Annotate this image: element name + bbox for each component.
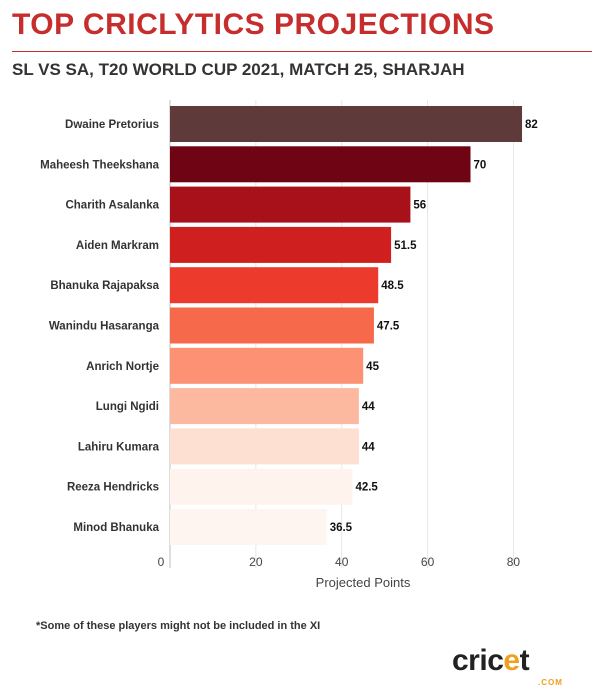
bar-0	[170, 106, 523, 142]
bar-8	[170, 428, 359, 465]
value-label-2: 56	[413, 200, 426, 212]
x-tick-label-20: 20	[249, 555, 263, 569]
chart-title: TOP CRICLYTICS PROJECTIONS	[12, 8, 495, 41]
category-label-4: Bhanuka Rajapaksa	[50, 280, 159, 292]
bar-3	[170, 226, 392, 263]
title-divider	[12, 51, 592, 52]
chart-subtitle: SL VS SA, T20 WORLD CUP 2021, MATCH 25, …	[12, 60, 465, 79]
bar-4	[170, 267, 379, 304]
category-label-9: Reeza Hendricks	[67, 482, 159, 494]
bar-1	[170, 146, 471, 183]
category-label-8: Lahiru Kumara	[78, 441, 160, 453]
x-tick-label-80: 80	[507, 555, 521, 569]
category-label-0: Dwaine Pretorius	[65, 119, 159, 131]
bar-7	[170, 388, 359, 425]
category-label-7: Lungi Ngidi	[96, 401, 159, 413]
value-label-1: 70	[474, 159, 487, 171]
value-label-7: 44	[362, 401, 375, 413]
category-label-2: Charith Asalanka	[65, 200, 159, 212]
category-label-6: Anrich Nortje	[86, 361, 159, 373]
cricket-com-logo: cricet .COM	[452, 644, 563, 687]
bar-2	[170, 186, 411, 223]
x-tick-label-60: 60	[421, 555, 435, 569]
bar-9	[170, 468, 353, 505]
bar-chart: Dwaine Pretorius 82 Maheesh Theekshana 70 Ch…	[40, 100, 538, 590]
value-label-6: 45	[366, 361, 379, 373]
x-tick-label-40: 40	[335, 555, 349, 569]
bar-5	[170, 307, 374, 344]
category-label-3: Aiden Markram	[76, 240, 159, 252]
value-label-0: 82	[525, 119, 538, 131]
value-label-9: 42.5	[355, 482, 378, 494]
x-tick-label-0: 0	[158, 555, 165, 569]
footnote: *Some of these players might not be incl…	[36, 620, 321, 632]
value-label-10: 36.5	[330, 522, 353, 534]
category-label-5: Wanindu Hasaranga	[49, 321, 160, 333]
value-label-3: 51.5	[394, 240, 417, 252]
category-label-1: Maheesh Theekshana	[40, 159, 159, 171]
bar-6	[170, 347, 364, 384]
category-label-10: Minod Bhanuka	[73, 522, 159, 534]
value-label-4: 48.5	[381, 280, 404, 292]
value-label-8: 44	[362, 441, 375, 453]
bar-10	[170, 509, 327, 545]
x-axis-label: Projected Points	[316, 575, 411, 590]
value-label-5: 47.5	[377, 321, 400, 333]
